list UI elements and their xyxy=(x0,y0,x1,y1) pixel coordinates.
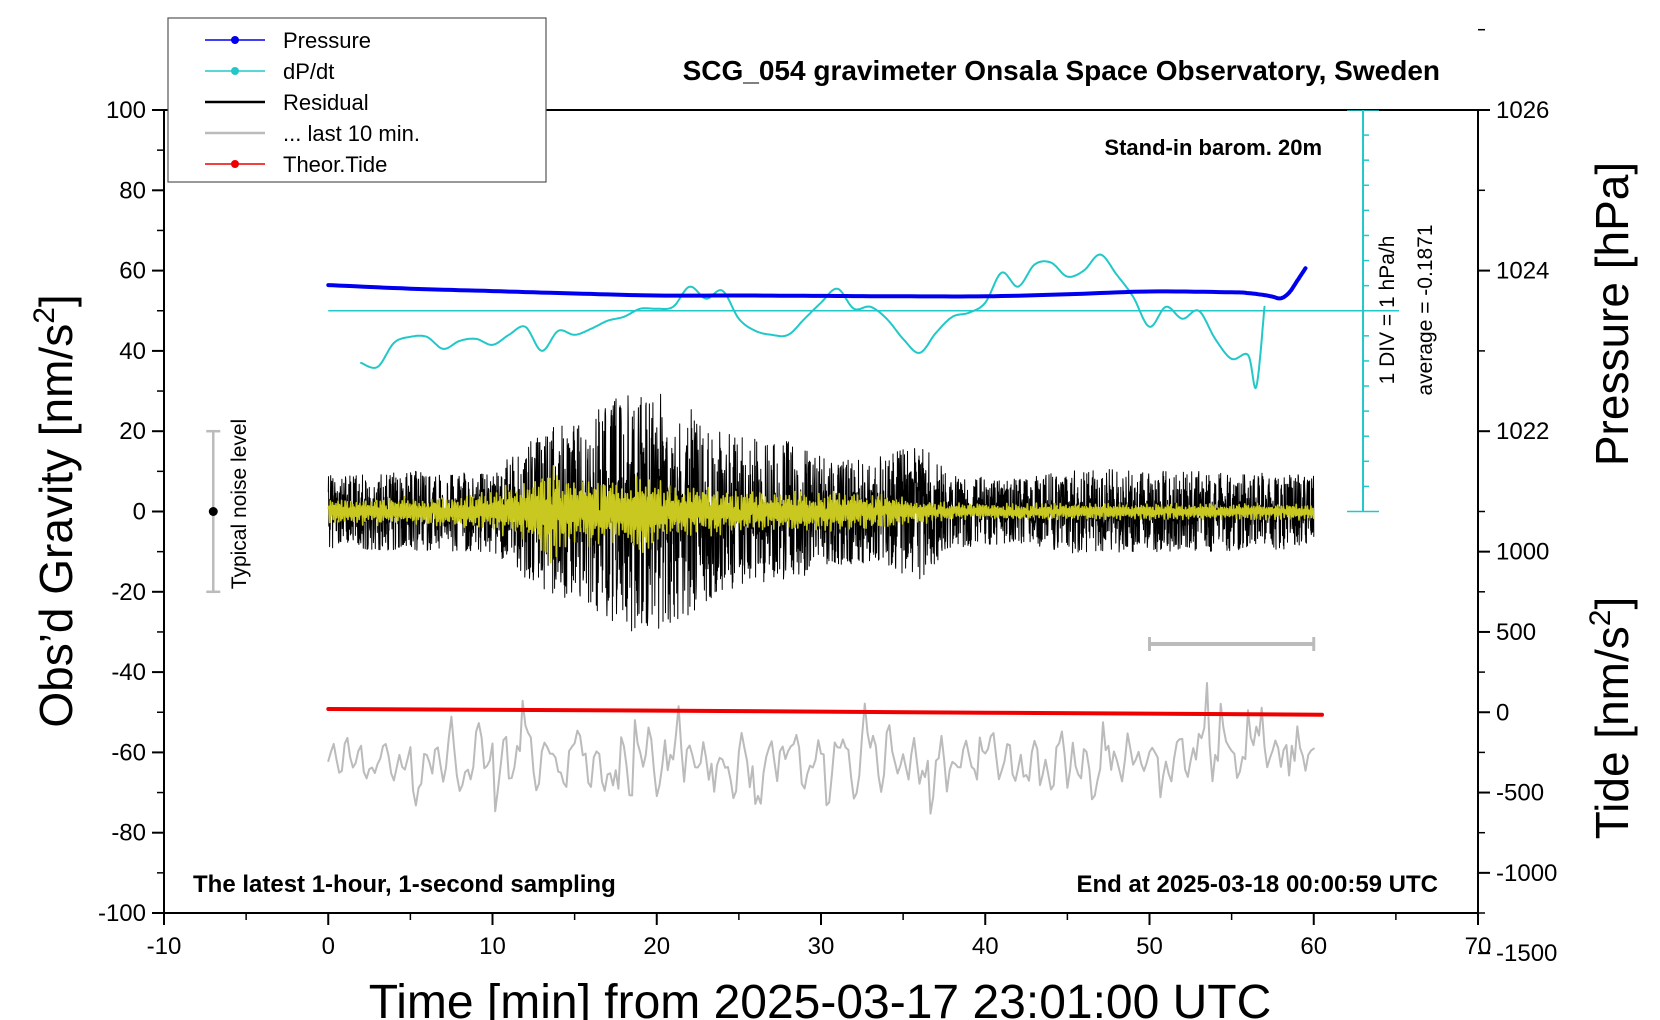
y-tick-label: 20 xyxy=(119,418,146,445)
legend-swatch-dot xyxy=(231,160,239,168)
series-pressure xyxy=(326,266,1308,301)
series-dpdt xyxy=(328,253,1400,390)
y-axis-tide: 1000 500 0 -500 -1000 -1500 xyxy=(1478,539,1557,967)
x-axis: -10 0 10 20 30 40 50 60 70 xyxy=(147,913,1492,960)
legend-label: dP/dt xyxy=(283,59,334,84)
y-axis-label-tide: Tide [nm/s2] xyxy=(1584,597,1638,840)
x-tick-label: 70 xyxy=(1465,933,1492,960)
y-tick-label: 100 xyxy=(106,97,146,124)
y-tick-label: -80 xyxy=(111,820,146,847)
last-10-min-bar xyxy=(1148,636,1316,651)
pressure-tick-label: 1026 xyxy=(1496,97,1549,124)
x-tick-label: 60 xyxy=(1300,933,1327,960)
series-residual-filtered xyxy=(327,465,1315,564)
dpdt-division-label: 1 DIV = 1 hPa/h xyxy=(1376,236,1399,385)
x-tick-label: 40 xyxy=(972,933,999,960)
noise-bar-center-dot xyxy=(208,507,218,516)
tide-tick-label: 0 xyxy=(1496,699,1509,726)
y-axis-label-left: Obs’d Gravity [nm/s2] xyxy=(28,294,82,727)
chart-title: SCG_054 gravimeter Onsala Space Observat… xyxy=(683,55,1440,86)
x-tick-label: 10 xyxy=(479,933,506,960)
residual-filtered-line xyxy=(327,465,1315,564)
y-tick-label: 80 xyxy=(119,177,146,204)
y-tick-label: 0 xyxy=(133,499,146,526)
y-tick-label: -60 xyxy=(111,739,146,766)
legend-swatch-dot xyxy=(231,36,239,44)
y-tick-label: 40 xyxy=(119,338,146,365)
dpdt-scale-bar xyxy=(1347,110,1380,513)
y-axis-pressure: 1022102410261028 xyxy=(1478,28,1549,513)
tide-tick-label: -1500 xyxy=(1496,940,1557,967)
series-theor-tide xyxy=(326,707,1324,717)
y-tick-label: -100 xyxy=(98,900,146,927)
pressure-tick-label: 1022 xyxy=(1496,418,1549,445)
x-axis-label: Time [min] from 2025-03-17 23:01:00 UTC xyxy=(369,976,1272,1020)
x-tick-label: 20 xyxy=(643,933,670,960)
legend-swatch-dot xyxy=(231,67,239,75)
legend-label: Residual xyxy=(283,90,369,115)
legend-label: Pressure xyxy=(283,28,371,53)
legend-label: Theor.Tide xyxy=(283,152,387,177)
y-tick-label: 60 xyxy=(119,258,146,285)
legend-box xyxy=(167,17,547,183)
y-tick-label: -40 xyxy=(111,659,146,686)
y-axis-label-pressure: Pressure [hPa] xyxy=(1586,162,1638,466)
last-10-min-line xyxy=(327,682,1315,815)
pressure-line xyxy=(326,266,1308,301)
end-time-note: End at 2025-03-18 00:00:59 UTC xyxy=(1077,871,1439,898)
pressure-tick-label: 1024 xyxy=(1496,258,1549,285)
tide-tick-label: -1000 xyxy=(1496,860,1557,887)
x-tick-label: 50 xyxy=(1136,933,1163,960)
noise-level-bar xyxy=(206,429,221,594)
series-last-10-min xyxy=(327,682,1315,815)
tide-line xyxy=(326,707,1324,717)
tide-tick-label: 500 xyxy=(1496,619,1536,646)
noise-level-label: Typical noise level xyxy=(228,419,251,589)
latest-hour-note: The latest 1-hour, 1-second sampling xyxy=(193,871,616,898)
legend-label: ... last 10 min. xyxy=(283,121,420,146)
y-axis-left: -100 -80 -60 -40 -20 0 20 40 60 80 100 xyxy=(98,97,164,927)
stand-in-barometer-note: Stand-in barom. 20m xyxy=(1104,135,1322,160)
x-tick-label: 0 xyxy=(322,933,335,960)
tide-tick-label: -500 xyxy=(1496,780,1544,807)
y-tick-label: -20 xyxy=(111,579,146,606)
x-tick-label: -10 xyxy=(147,933,182,960)
dpdt-line xyxy=(360,253,1266,390)
tide-tick-label: 1000 xyxy=(1496,539,1549,566)
dpdt-average-label: average = -0.1871 xyxy=(1414,224,1437,395)
legend: Pressure dP/dt Residual ... last 10 min. The… xyxy=(167,17,547,183)
x-tick-label: 30 xyxy=(808,933,835,960)
